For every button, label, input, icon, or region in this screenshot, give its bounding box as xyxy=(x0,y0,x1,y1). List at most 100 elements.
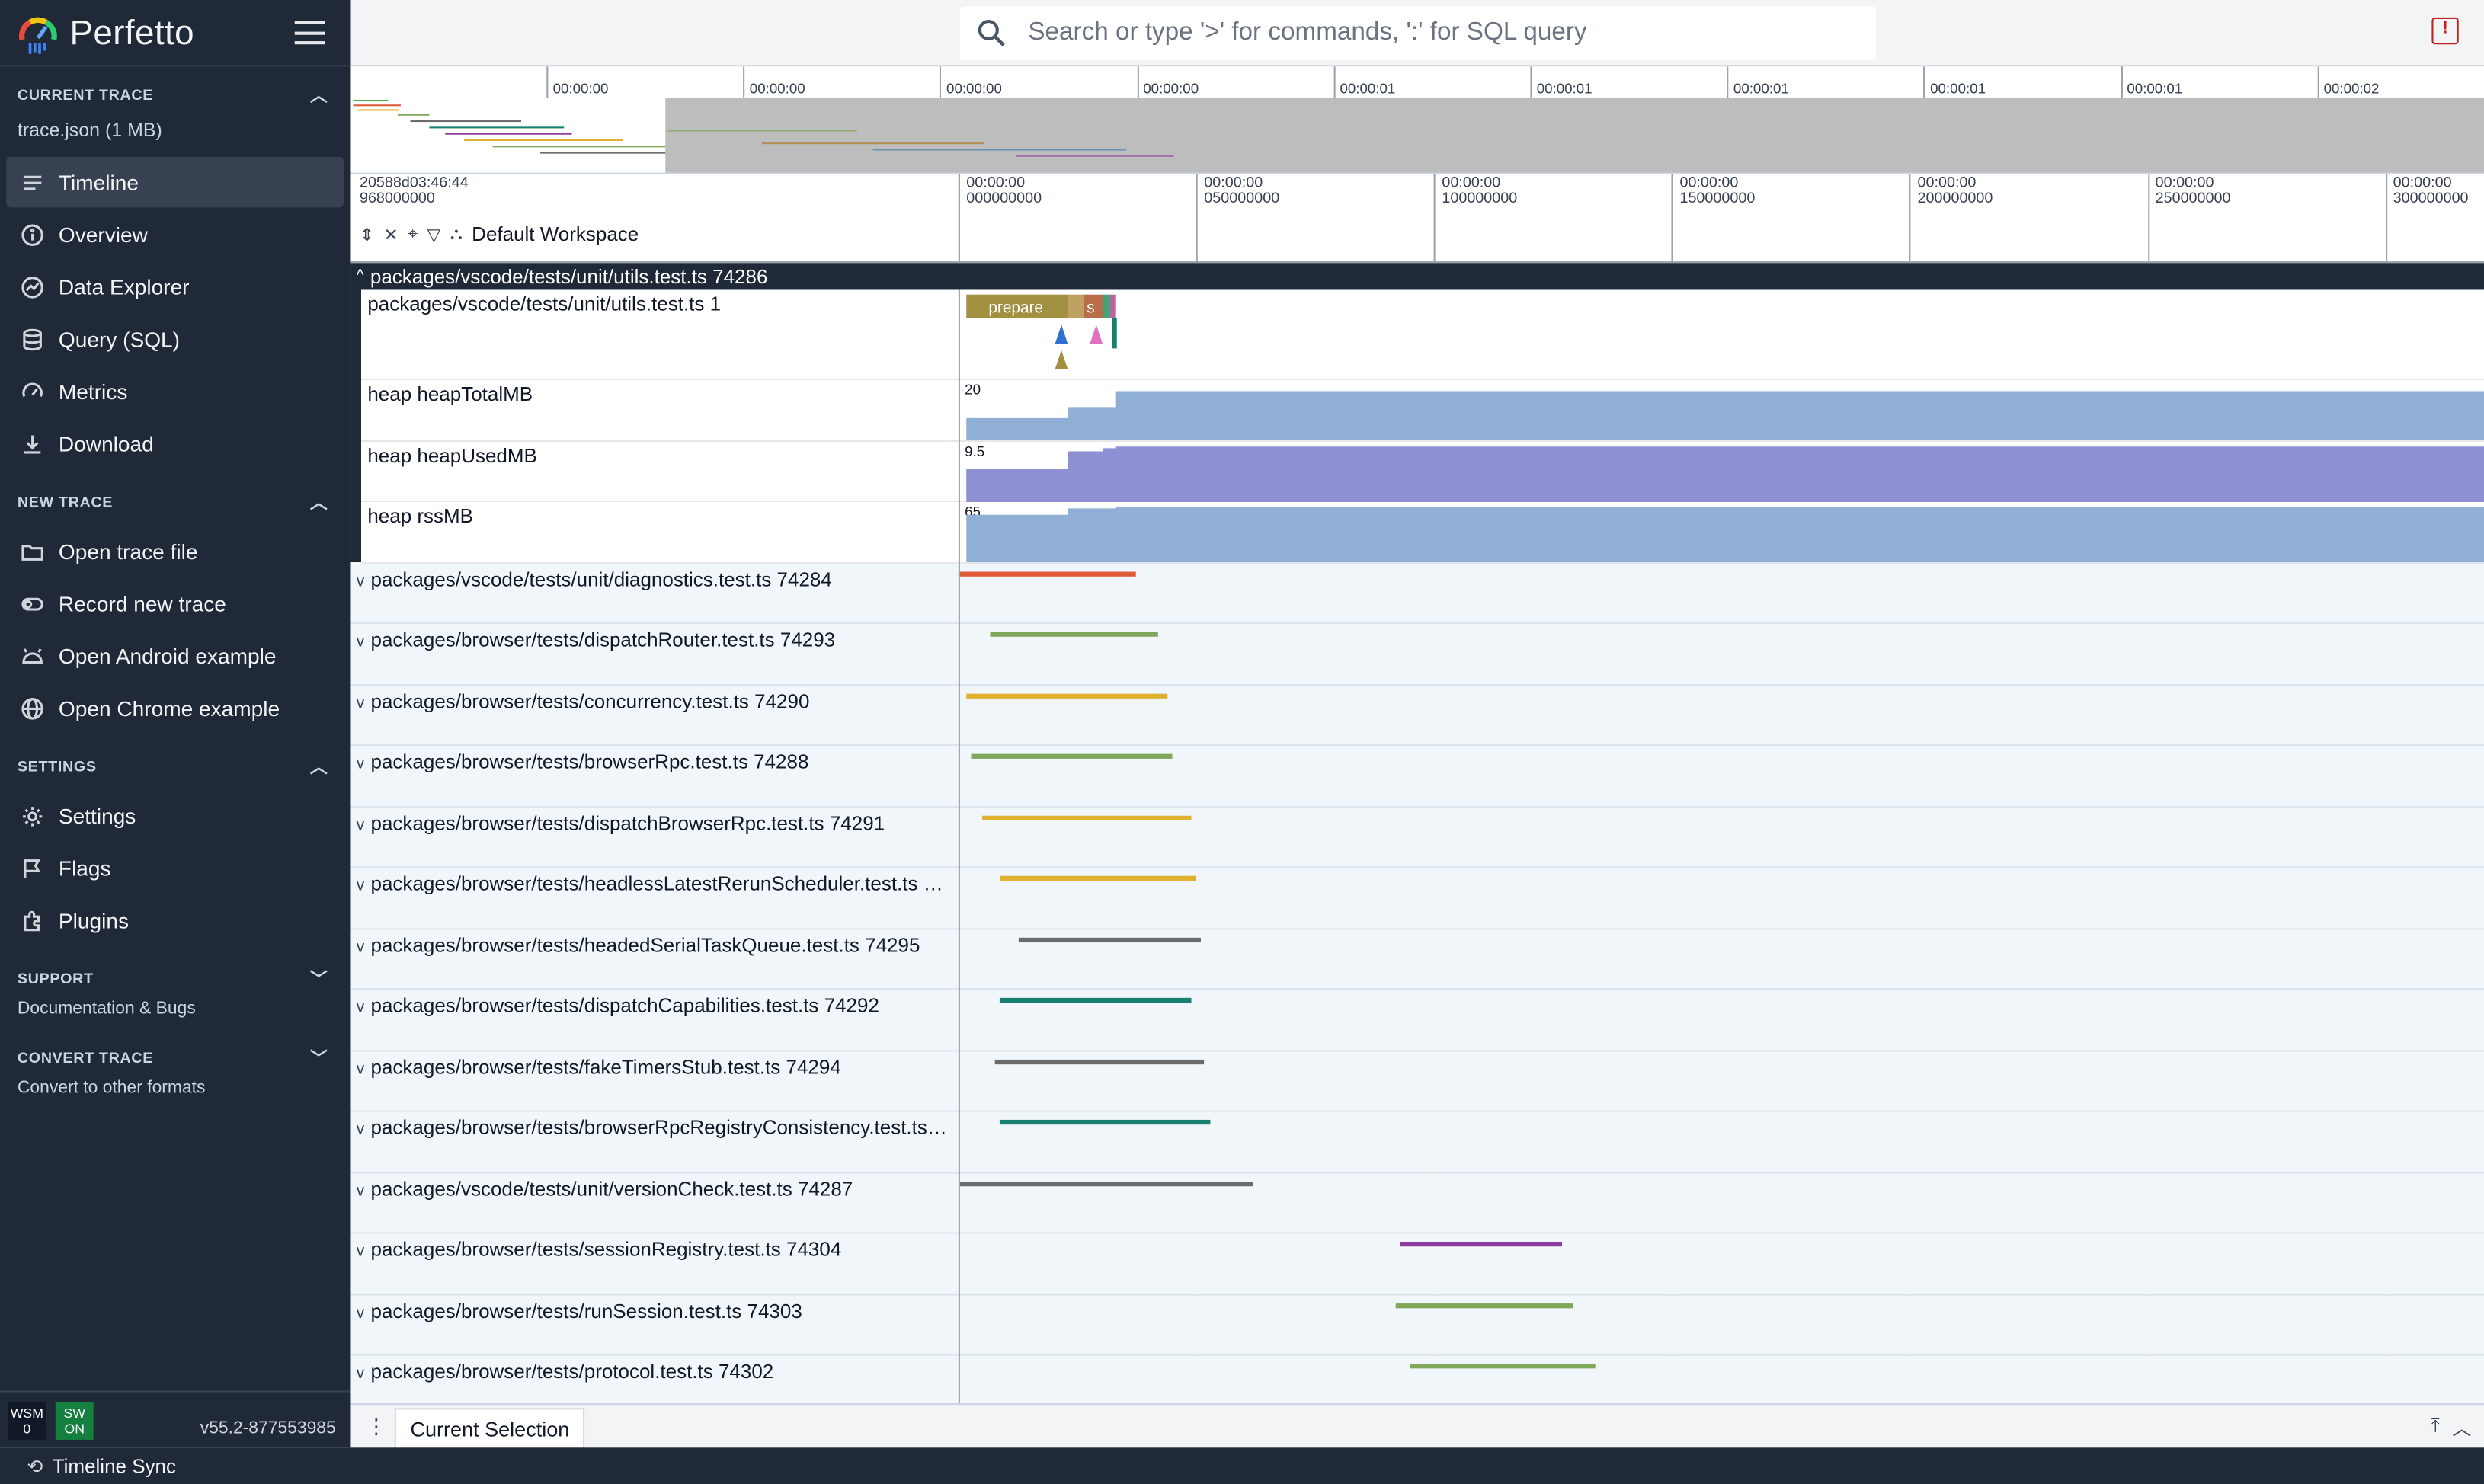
process-track[interactable]: v packages/browser/tests/concurrency.test… xyxy=(350,685,2484,747)
more-vert-icon[interactable]: ⋮ xyxy=(366,1414,387,1438)
section-convert-trace[interactable]: CONVERT TRACE ﹀ xyxy=(0,1042,350,1074)
sidebar-item-flags[interactable]: Flags xyxy=(6,843,344,894)
counter-track-heap-used[interactable]: heap heapUsedMB 9.5 xyxy=(361,441,2484,503)
chevron-down-icon[interactable]: v xyxy=(356,1121,365,1139)
process-summary-bar[interactable] xyxy=(966,692,1168,698)
service-worker-badge[interactable]: SW ON xyxy=(55,1400,94,1439)
process-track-label[interactable]: v packages/browser/tests/browserRpcRegist… xyxy=(357,1117,949,1139)
sidebar-item-open-chrome-example[interactable]: Open Chrome example xyxy=(6,683,344,734)
unpin-icon[interactable]: ⌖ xyxy=(408,224,418,244)
sidebar-item-open-trace-file[interactable]: Open trace file xyxy=(6,526,344,577)
section-support[interactable]: SUPPORT ﹀ xyxy=(0,963,350,995)
chevron-down-icon[interactable]: v xyxy=(356,1243,365,1261)
chevron-down-icon[interactable]: v xyxy=(356,877,365,895)
process-track-label[interactable]: v packages/vscode/tests/unit/versionCheck… xyxy=(357,1178,949,1200)
process-track[interactable]: v packages/browser/tests/fakeTimersStub.t… xyxy=(350,1051,2484,1112)
sidebar-item-plugins[interactable]: Plugins xyxy=(6,895,344,946)
menu-icon[interactable] xyxy=(294,21,325,45)
process-summary-bar[interactable] xyxy=(1395,1303,1573,1308)
process-summary-bar[interactable] xyxy=(1410,1364,1596,1369)
process-track-label[interactable]: v packages/browser/tests/fakeTimersStub.t… xyxy=(357,1056,949,1078)
process-track-label[interactable]: v packages/vscode/tests/unit/diagnostics.… xyxy=(357,568,949,590)
expand-all-icon[interactable]: ⇕ xyxy=(359,225,375,245)
process-summary-bar[interactable] xyxy=(999,875,1196,881)
chevron-down-icon[interactable]: v xyxy=(356,1060,365,1078)
process-track[interactable]: v packages/browser/tests/headlessLatestRe… xyxy=(350,868,2484,929)
error-report-icon[interactable]: ! xyxy=(2431,17,2459,45)
collapse-all-icon[interactable]: ✕ xyxy=(383,225,399,245)
thread-slices[interactable]: prepare s xyxy=(361,289,2484,380)
process-summary-bar[interactable] xyxy=(959,1180,1253,1186)
chevron-down-icon[interactable]: v xyxy=(356,572,365,590)
process-summary-bar[interactable] xyxy=(994,1058,1205,1064)
process-track-label[interactable]: v packages/browser/tests/sessionRegistry.… xyxy=(357,1239,949,1261)
process-track[interactable]: v packages/browser/tests/headedSerialTask… xyxy=(350,929,2484,990)
process-track[interactable]: v packages/browser/tests/dispatchBrowserR… xyxy=(350,807,2484,868)
process-track[interactable]: v packages/browser/tests/dispatchCapabili… xyxy=(350,990,2484,1051)
filter-icon[interactable]: ▽ xyxy=(427,225,441,245)
process-track-header[interactable]: ^ packages/vscode/tests/unit/utils.test.… xyxy=(350,263,2484,290)
section-current-trace[interactable]: CURRENT TRACE ︿ xyxy=(0,79,350,111)
process-summary-bar[interactable] xyxy=(999,1119,1211,1125)
thread-track[interactable]: packages/vscode/tests/unit/utils.test.ts… xyxy=(361,289,2484,380)
process-summary-bar[interactable] xyxy=(1400,1242,1562,1247)
chevron-up-icon[interactable]: ︿ xyxy=(309,494,328,513)
timeline-sync-label[interactable]: Timeline Sync xyxy=(52,1454,177,1477)
process-track-label[interactable]: v packages/browser/tests/runSession.test.… xyxy=(357,1300,949,1322)
search-input[interactable] xyxy=(1028,18,1852,48)
sidebar-item-open-android-example[interactable]: Open Android example xyxy=(6,630,344,681)
process-summary-bar[interactable] xyxy=(971,753,1173,759)
sidebar-item-download[interactable]: Download xyxy=(6,418,344,469)
chevron-down-icon[interactable]: v xyxy=(356,1365,365,1383)
process-track-label[interactable]: v packages/browser/tests/dispatchBrowserR… xyxy=(357,812,949,834)
process-summary-bar[interactable] xyxy=(1018,936,1201,942)
process-track-label[interactable]: v packages/browser/tests/headlessLatestRe… xyxy=(357,873,949,895)
timeline-overview[interactable]: 00:00:00 00:00:00 00:00:00 00:00:00 00:00:01… xyxy=(350,66,2484,174)
chevron-down-icon[interactable]: v xyxy=(356,999,365,1017)
process-track[interactable]: v packages/vscode/tests/unit/versionCheck… xyxy=(350,1172,2484,1234)
process-track[interactable]: v packages/browser/tests/sessionRegistry.… xyxy=(350,1233,2484,1295)
process-track[interactable]: v packages/browser/tests/browserRpc.test.… xyxy=(350,746,2484,808)
chevron-down-icon[interactable]: ﹀ xyxy=(309,971,328,990)
process-track-label[interactable]: v packages/browser/tests/dispatchCapabili… xyxy=(357,995,949,1017)
process-summary-bar[interactable] xyxy=(982,814,1192,820)
chevron-down-icon[interactable]: v xyxy=(356,938,365,956)
process-summary-bar[interactable] xyxy=(990,632,1158,637)
process-track-label[interactable]: v packages/browser/tests/browserRpc.test.… xyxy=(357,750,949,772)
sidebar-item-data-explorer[interactable]: Data Explorer xyxy=(6,261,344,312)
chevron-down-icon[interactable]: v xyxy=(356,755,365,773)
process-track[interactable]: v packages/browser/tests/dispatchRouter.t… xyxy=(350,624,2484,686)
sidebar-item-metrics[interactable]: Metrics xyxy=(6,366,344,417)
process-summary-bar[interactable] xyxy=(958,571,1136,576)
process-track[interactable]: v packages/vscode/tests/unit/diagnostics.… xyxy=(350,563,2484,625)
chevron-up-icon[interactable]: ︿ xyxy=(2452,1417,2472,1440)
chevron-down-icon[interactable]: v xyxy=(356,694,365,712)
sidebar-item-overview[interactable]: Overview xyxy=(6,209,344,260)
section-settings[interactable]: SETTINGS ︿ xyxy=(0,750,350,782)
chevron-down-icon[interactable]: ﹀ xyxy=(309,1050,328,1070)
sidebar-item-settings[interactable]: Settings xyxy=(6,790,344,841)
chevron-up-icon[interactable]: ^ xyxy=(356,267,364,286)
process-track[interactable]: v packages/browser/tests/protocol.test.ts… xyxy=(350,1355,2484,1404)
process-track[interactable]: v packages/browser/tests/browserRpcRegist… xyxy=(350,1111,2484,1173)
sidebar-item-query-sql[interactable]: Query (SQL) xyxy=(6,314,344,365)
maximize-panel-icon[interactable]: ⤒ xyxy=(2431,1414,2440,1437)
process-track-label[interactable]: v packages/browser/tests/dispatchRouter.t… xyxy=(357,628,949,651)
chevron-down-icon[interactable]: v xyxy=(356,816,365,834)
section-new-trace[interactable]: NEW TRACE ︿ xyxy=(0,486,350,518)
chevron-up-icon[interactable]: ︿ xyxy=(309,758,328,778)
process-track-label[interactable]: v packages/browser/tests/concurrency.test… xyxy=(357,689,949,712)
tab-current-selection[interactable]: Current Selection xyxy=(394,1408,586,1450)
process-track-label[interactable]: v packages/browser/tests/protocol.test.ts… xyxy=(357,1361,949,1383)
counter-track-heap-total[interactable]: heap heapTotalMB 20 xyxy=(361,379,2484,442)
chevron-up-icon[interactable]: ︿ xyxy=(309,87,328,107)
chevron-down-icon[interactable]: v xyxy=(356,1182,365,1200)
omnibox[interactable] xyxy=(959,6,1876,61)
sidebar-item-record-new-trace[interactable]: Record new trace xyxy=(6,578,344,629)
sidebar-item-timeline[interactable]: Timeline xyxy=(6,156,344,208)
workspace-name[interactable]: Default Workspace xyxy=(472,223,639,246)
process-track-label[interactable]: v packages/browser/tests/headedSerialTask… xyxy=(357,934,949,956)
counter-track-rss[interactable]: heap rssMB 65 xyxy=(361,502,2484,564)
chevron-down-icon[interactable]: v xyxy=(356,633,365,651)
process-track[interactable]: v packages/browser/tests/runSession.test.… xyxy=(350,1294,2484,1356)
